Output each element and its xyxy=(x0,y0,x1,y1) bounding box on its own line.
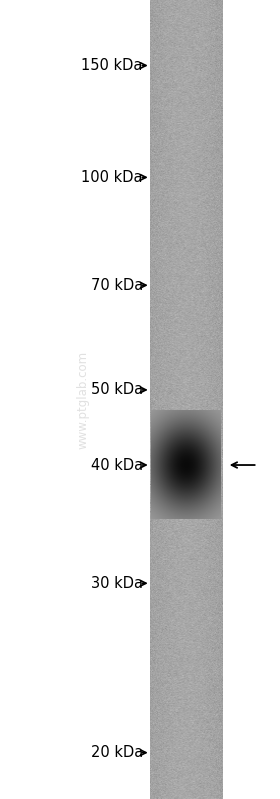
Text: 150 kDa: 150 kDa xyxy=(81,58,143,73)
Text: 20 kDa: 20 kDa xyxy=(90,745,143,760)
Text: 40 kDa: 40 kDa xyxy=(91,458,143,472)
Text: 30 kDa: 30 kDa xyxy=(91,576,143,590)
Text: 50 kDa: 50 kDa xyxy=(91,383,143,397)
Text: 100 kDa: 100 kDa xyxy=(81,170,143,185)
Text: www.ptglab.com: www.ptglab.com xyxy=(76,351,89,448)
Text: 70 kDa: 70 kDa xyxy=(90,278,143,292)
